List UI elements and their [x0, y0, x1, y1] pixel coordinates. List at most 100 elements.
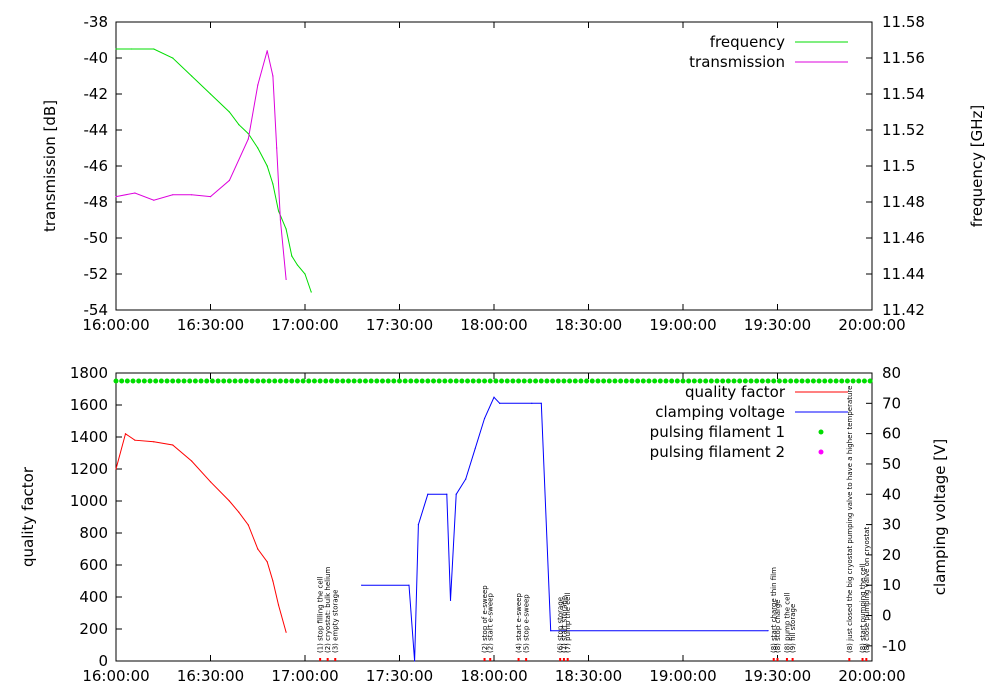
y2-tick-label: 11.54 [882, 85, 925, 103]
data-point-quality-factor [277, 604, 280, 606]
y2-tick-label: 11.48 [882, 193, 925, 211]
y2-tick-label: 11.5 [882, 157, 915, 175]
y-tick-label: -52 [84, 265, 109, 283]
data-point-transmission [285, 278, 287, 280]
marker-pulsing-filament-1 [317, 378, 323, 384]
marker-pulsing-filament-1 [198, 378, 204, 384]
legend-marker-pulsing-filament-2 [818, 449, 824, 455]
data-point-frequency [277, 210, 280, 212]
marker-pulsing-filament-1 [788, 378, 794, 384]
data-point-clamping-voltage [493, 396, 495, 398]
marker-pulsing-filament-1 [680, 378, 686, 384]
data-point-clamping-voltage [474, 448, 476, 450]
x-tick-label: 18:30:00 [555, 667, 622, 685]
marker-pulsing-filament-1 [612, 378, 618, 384]
marker-pulsing-filament-1 [385, 378, 391, 384]
data-point-quality-factor [209, 481, 212, 483]
annotation-text: (1) stop filling the cell [317, 576, 325, 653]
marker-pulsing-filament-1 [533, 378, 539, 384]
legend-label-clamping-voltage: clamping voltage [655, 403, 785, 421]
marker-pulsing-filament-1 [589, 378, 595, 384]
marker-pulsing-filament-1 [340, 378, 346, 384]
marker-pulsing-filament-1 [844, 378, 850, 384]
data-point-clamping-voltage [531, 402, 533, 404]
x-tick-label: 17:00:00 [271, 667, 338, 685]
annotation-marker [319, 658, 322, 661]
annotation-group: (1) stop filling the cell (2) cryostat: b… [317, 386, 871, 661]
legend-label-pulsing-filament-1: pulsing filament 1 [650, 423, 785, 441]
marker-pulsing-filament-1 [436, 378, 442, 384]
marker-pulsing-filament-1 [765, 378, 771, 384]
data-point-transmission [191, 194, 193, 196]
marker-pulsing-filament-1 [635, 378, 641, 384]
marker-pulsing-filament-1 [255, 378, 261, 384]
data-point-quality-factor [238, 511, 240, 513]
data-point-frequency [131, 48, 133, 50]
marker-pulsing-filament-1 [499, 378, 505, 384]
x-tick-label: 20:00:00 [838, 316, 905, 334]
annotation-text: (4) start e-sweep [515, 593, 523, 653]
data-point-quality-factor [115, 468, 117, 470]
marker-pulsing-filament-1 [839, 378, 845, 384]
data-point-quality-factor [124, 433, 127, 435]
data-point-clamping-voltage [427, 493, 429, 495]
marker-pulsing-filament-1 [725, 378, 731, 384]
x-tick-label: 16:00:00 [82, 316, 149, 334]
y2-tick-label: 11.58 [882, 13, 925, 31]
data-point-quality-factor [272, 580, 274, 582]
marker-pulsing-filament-1 [799, 378, 805, 384]
marker-pulsing-filament-1 [544, 378, 550, 384]
marker-pulsing-filament-1 [731, 378, 737, 384]
data-point-frequency [285, 228, 287, 230]
y2-tick-label: 80 [882, 364, 901, 382]
annotation-marker [776, 658, 779, 661]
marker-pulsing-filament-1 [504, 378, 510, 384]
y-tick-label: -38 [84, 13, 109, 31]
data-point-frequency [228, 111, 230, 113]
marker-pulsing-filament-1 [850, 378, 856, 384]
annotation-text: (8) start charge thin film [770, 567, 778, 653]
annotation-marker [566, 658, 569, 661]
marker-pulsing-filament-1 [289, 378, 295, 384]
marker-pulsing-filament-1 [527, 378, 533, 384]
data-point-transmission [209, 196, 212, 198]
y-tick-label: 1800 [70, 364, 108, 382]
marker-pulsing-filament-1 [493, 378, 499, 384]
data-point-transmission [247, 138, 249, 140]
annotation-text: (2) cryostat: bulk helium [324, 567, 332, 653]
marker-pulsing-filament-1 [827, 378, 833, 384]
marker-pulsing-filament-1 [629, 378, 635, 384]
marker-pulsing-filament-1 [720, 378, 726, 384]
marker-pulsing-filament-1 [663, 378, 669, 384]
marker-pulsing-filament-1 [187, 378, 193, 384]
data-point-clamping-voltage [483, 417, 486, 420]
data-point-frequency [257, 147, 259, 149]
data-point-clamping-voltage [465, 478, 467, 480]
y2-tick-label: 70 [882, 394, 901, 412]
data-point-quality-factor [285, 631, 287, 633]
y-tick-label: 1200 [70, 460, 108, 478]
y2-tick-label: 30 [882, 516, 901, 534]
y-tick-label: 600 [79, 556, 108, 574]
marker-pulsing-filament-1 [283, 378, 289, 384]
legend-label-quality-factor: quality factor [685, 383, 786, 401]
data-point-quality-factor [257, 548, 259, 550]
marker-pulsing-filament-1 [691, 378, 697, 384]
y-tick-label: 800 [79, 524, 108, 542]
marker-pulsing-filament-1 [221, 378, 227, 384]
marker-pulsing-filament-1 [776, 378, 782, 384]
data-point-quality-factor [266, 561, 268, 563]
annotation-text: (8) just closed the big cryostat pumping… [846, 386, 854, 654]
legend-label-pulsing-filament-2: pulsing filament 2 [650, 443, 785, 461]
annotation-marker [525, 658, 528, 661]
marker-pulsing-filament-1 [448, 378, 454, 384]
marker-pulsing-filament-1 [810, 378, 816, 384]
annotation-text: (8) start pumping the cell [859, 563, 867, 653]
marker-pulsing-filament-1 [334, 378, 340, 384]
y-tick-label: 1400 [70, 428, 108, 446]
marker-pulsing-filament-1 [147, 378, 153, 384]
marker-pulsing-filament-1 [510, 378, 516, 384]
marker-pulsing-filament-1 [294, 378, 300, 384]
marker-pulsing-filament-1 [833, 378, 839, 384]
legend-label-frequency: frequency [710, 33, 785, 51]
